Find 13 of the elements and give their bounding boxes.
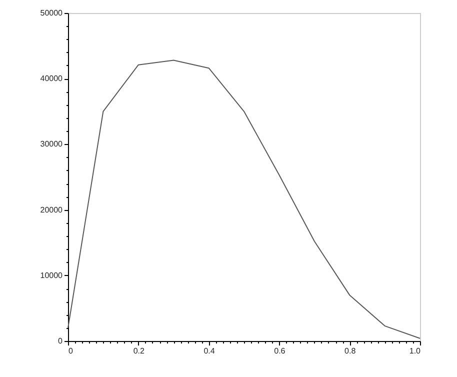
x-tick-label: 1.0: [409, 346, 422, 356]
x-tick-label: 0.2: [133, 346, 146, 356]
y-tick-label: 40000: [40, 74, 64, 84]
x-tick-label: 0.6: [274, 346, 286, 356]
y-tick-label: 30000: [40, 140, 64, 149]
x-tick-label: 0.8: [344, 346, 356, 356]
line-series: [68, 60, 420, 339]
y-tick-label: 10000: [40, 270, 64, 280]
y-tick-label: 0: [58, 336, 64, 346]
x-tick-label: 0.4: [204, 346, 216, 356]
y-tick-label: 50000: [40, 8, 64, 18]
x-tick-label: 0: [68, 346, 74, 356]
y-tick-label: 20000: [40, 205, 64, 214]
